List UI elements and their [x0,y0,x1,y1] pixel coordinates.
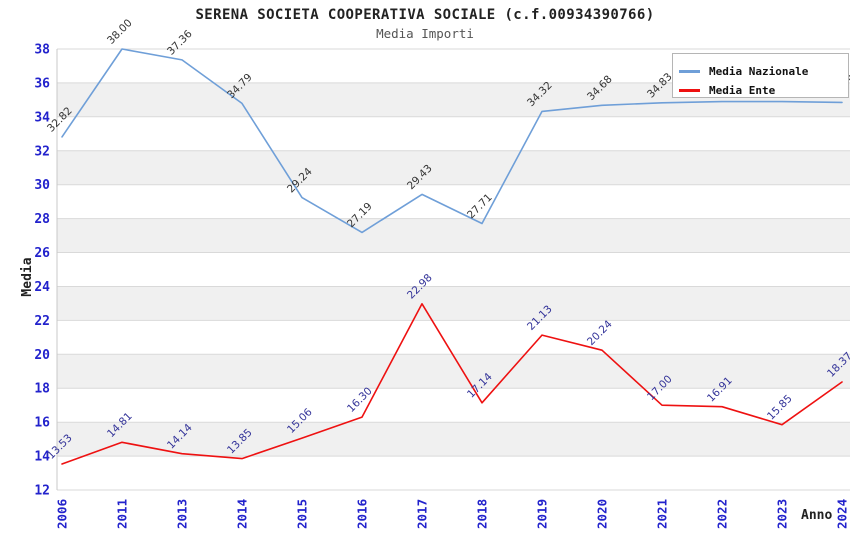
x-tick-label: 2020 [595,499,610,529]
y-tick-label: 32 [34,144,50,159]
x-tick-label: 2014 [235,499,250,529]
background-band [57,286,850,321]
media-nazionale-line [61,48,843,234]
legend-label-media-nazionale: Media Nazionale [709,65,809,78]
y-tick-label: 14 [34,450,50,465]
x-tick-label: 2016 [355,499,370,529]
chart-legend: Media Nazionale Media Ente [672,53,849,98]
media-nazionale-line-swatch [679,70,700,73]
x-tick-label: 2017 [415,499,430,529]
point-value-label: 37.36 [165,28,195,58]
x-tick-label: 2013 [175,499,190,529]
point-value-label: 38.00 [105,17,135,47]
y-tick-label: 34 [34,110,50,125]
background-band [57,422,850,457]
x-tick-label: 2022 [715,499,730,529]
legend-item-media-nazionale: Media Nazionale [679,62,848,81]
y-axis-title: Media [20,257,35,297]
y-tick-label: 36 [34,76,50,91]
background-band [57,218,850,253]
y-tick-label: 30 [34,178,50,193]
x-tick-label: 2006 [55,499,70,529]
x-tick-label: 2015 [295,499,310,529]
background-band [57,354,850,389]
media-ente-line [61,302,843,465]
y-tick-label: 38 [34,43,50,58]
x-axis-title: Anno [801,508,833,523]
y-tick-label: 20 [34,348,50,363]
y-tick-label: 28 [34,212,50,227]
background-band [57,150,850,185]
x-tick-label: 2011 [115,499,130,529]
x-tick-label: 2018 [475,499,490,529]
y-tick-label: 22 [34,314,50,329]
x-tick-label: 2024 [835,499,850,529]
chart-subtitle: Media Importi [376,26,474,41]
point-value-label: 20.24 [585,318,615,348]
y-tick-label: 12 [34,484,50,499]
media-ente-line-swatch [679,89,700,92]
x-tick-label: 2021 [655,499,670,529]
y-tick-label: 16 [34,416,50,431]
legend-label-media-ente: Media Ente [709,84,776,97]
x-tick-label: 2019 [535,499,550,529]
y-tick-label: 26 [34,246,50,261]
legend-item-media-ente: Media Ente [679,81,848,100]
x-tick-label: 2023 [775,499,790,529]
chart-title: SERENA SOCIETA COOPERATIVA SOCIALE (c.f.… [195,7,655,23]
y-tick-label: 18 [34,382,50,397]
y-tick-label: 24 [34,280,50,295]
